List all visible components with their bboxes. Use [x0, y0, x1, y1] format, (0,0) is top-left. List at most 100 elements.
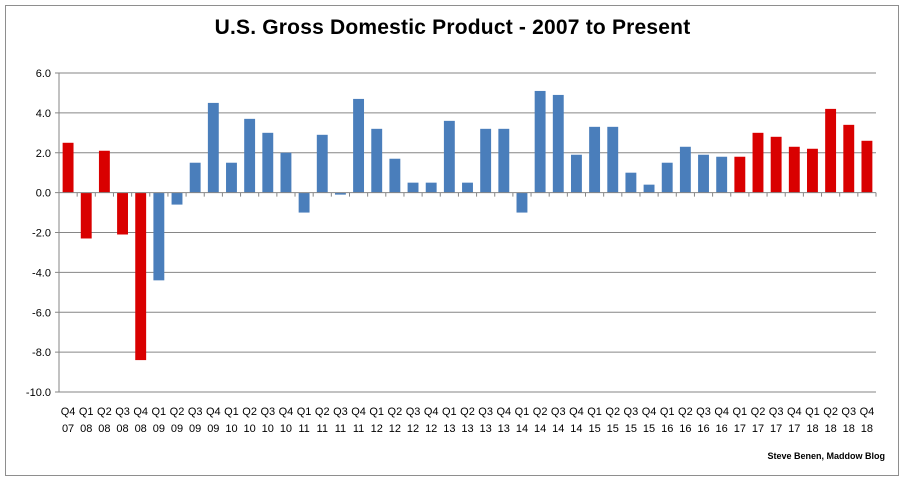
bar-q1-13	[443, 120, 455, 193]
bar-q4-14	[570, 154, 582, 193]
bar-q4-15	[643, 184, 655, 193]
x-tick-label-year: 09	[207, 423, 219, 435]
x-tick-label-quarter: Q1	[805, 406, 820, 418]
x-tick-label-year: 11	[335, 423, 346, 435]
x-tick-label-year: 09	[171, 423, 183, 435]
x-tick-label-quarter: Q2	[170, 406, 185, 418]
x-tick-label-quarter: Q3	[406, 406, 421, 418]
x-tick-label-quarter: Q2	[242, 406, 257, 418]
x-tick-label-quarter: Q4	[642, 406, 657, 418]
bar-q1-09	[153, 192, 165, 281]
bar-q4-11	[353, 98, 365, 193]
x-tick-label-year: 14	[552, 423, 564, 435]
bar-q3-08	[117, 192, 128, 235]
x-tick-label-quarter: Q4	[61, 406, 76, 418]
x-tick-label-year: 09	[189, 423, 201, 435]
x-tick-label-year: 07	[62, 423, 74, 435]
bar-q4-12	[425, 182, 437, 193]
y-tick-label: 6.0	[36, 68, 51, 80]
x-tick-label-year: 18	[824, 423, 836, 435]
y-tick-label: 2.0	[36, 148, 51, 160]
x-tick-label-year: 08	[80, 423, 92, 435]
y-tick-label: -8.0	[32, 347, 51, 359]
x-tick-label-year: 17	[770, 423, 782, 435]
x-tick-label-year: 17	[734, 423, 746, 435]
y-tick-label: 4.0	[36, 108, 51, 120]
x-tick-label-quarter: Q2	[678, 406, 693, 418]
bar-q1-16	[661, 162, 673, 193]
bar-q3-15	[625, 172, 637, 193]
x-tick-label-quarter: Q3	[478, 406, 493, 418]
bar-q4-08	[135, 192, 147, 361]
bar-q1-11	[298, 192, 310, 213]
x-tick-label-quarter: Q1	[297, 406, 312, 418]
x-tick-label-quarter: Q1	[442, 406, 457, 418]
x-tick-label-year: 13	[443, 423, 455, 435]
x-tick-label-year: 10	[262, 423, 274, 435]
x-tick-label-quarter: Q4	[133, 406, 148, 418]
x-tick-label-year: 15	[588, 423, 600, 435]
x-tick-label-year: 13	[480, 423, 492, 435]
bar-q3-17	[770, 136, 782, 193]
x-tick-label-quarter: Q4	[860, 406, 875, 418]
x-tick-label-quarter: Q1	[224, 406, 239, 418]
y-tick-label: 0.0	[36, 188, 51, 200]
bar-q2-15	[607, 126, 619, 193]
x-tick-label-quarter: Q1	[660, 406, 675, 418]
bar-q2-13	[462, 182, 473, 193]
bar-q3-13	[480, 128, 492, 193]
x-tick-label-quarter: Q4	[279, 406, 294, 418]
x-tick-label-year: 14	[516, 423, 528, 435]
bar-q2-12	[389, 158, 401, 193]
x-tick-label-year: 18	[843, 423, 855, 435]
x-tick-label-year: 15	[643, 423, 655, 435]
bar-q1-14	[516, 192, 528, 213]
bar-q4-18	[861, 140, 873, 193]
x-tick-label-year: 12	[389, 423, 401, 435]
bar-q3-11	[334, 192, 346, 195]
axes	[58, 73, 877, 392]
x-tick-label-quarter: Q4	[714, 406, 729, 418]
x-tick-label-year: 12	[407, 423, 419, 435]
x-tick-label-quarter: Q3	[188, 406, 203, 418]
x-tick-label-quarter: Q4	[569, 406, 584, 418]
x-tick-label-quarter: Q3	[769, 406, 784, 418]
x-tick-label-quarter: Q3	[333, 406, 348, 418]
x-tick-label-quarter: Q4	[496, 406, 511, 418]
bar-q3-14	[552, 94, 564, 193]
x-tick-label-quarter: Q3	[260, 406, 275, 418]
x-tick-label-year: 08	[98, 423, 110, 435]
x-tick-label-year: 11	[353, 423, 364, 435]
bar-q3-16	[698, 154, 709, 193]
x-tick-label-quarter: Q2	[823, 406, 838, 418]
y-tick-label: -4.0	[32, 267, 51, 279]
x-tick-label-quarter: Q1	[587, 406, 602, 418]
bar-q2-11	[316, 134, 328, 193]
x-tick-label-quarter: Q1	[152, 406, 167, 418]
x-tick-label-year: 08	[135, 423, 147, 435]
bar-q3-18	[843, 124, 855, 193]
x-tick-label-quarter: Q1	[369, 406, 384, 418]
x-tick-label-quarter: Q2	[605, 406, 620, 418]
bar-q4-07	[62, 142, 74, 193]
x-tick-label-year: 11	[298, 423, 309, 435]
bar-q4-13	[498, 128, 510, 193]
bar-q2-17	[752, 132, 764, 193]
x-tick-label-quarter: Q3	[841, 406, 856, 418]
x-tick-label-quarter: Q1	[515, 406, 530, 418]
bar-q2-14	[534, 90, 546, 193]
x-tick-label-year: 15	[625, 423, 637, 435]
x-tick-label-year: 18	[806, 423, 818, 435]
x-tick-label-quarter: Q4	[787, 406, 802, 418]
bar-q1-15	[589, 126, 601, 193]
x-tick-label-year: 17	[752, 423, 764, 435]
x-tick-label-year: 13	[461, 423, 473, 435]
y-tick-label: -2.0	[32, 228, 51, 240]
x-tick-label-quarter: Q3	[624, 406, 639, 418]
x-tick-label-year: 13	[498, 423, 510, 435]
x-tick-label-quarter: Q3	[115, 406, 130, 418]
x-tick-label-quarter: Q4	[351, 406, 366, 418]
x-axis-category-labels: Q4 07 Q1 08 Q2 08 Q3 08 Q4 08 Q1 09 Q2 09 Q3 09 Q4 09 Q1 10…	[61, 406, 875, 435]
x-tick-label-year: 12	[425, 423, 437, 435]
x-tick-label-year: 10	[244, 423, 256, 435]
